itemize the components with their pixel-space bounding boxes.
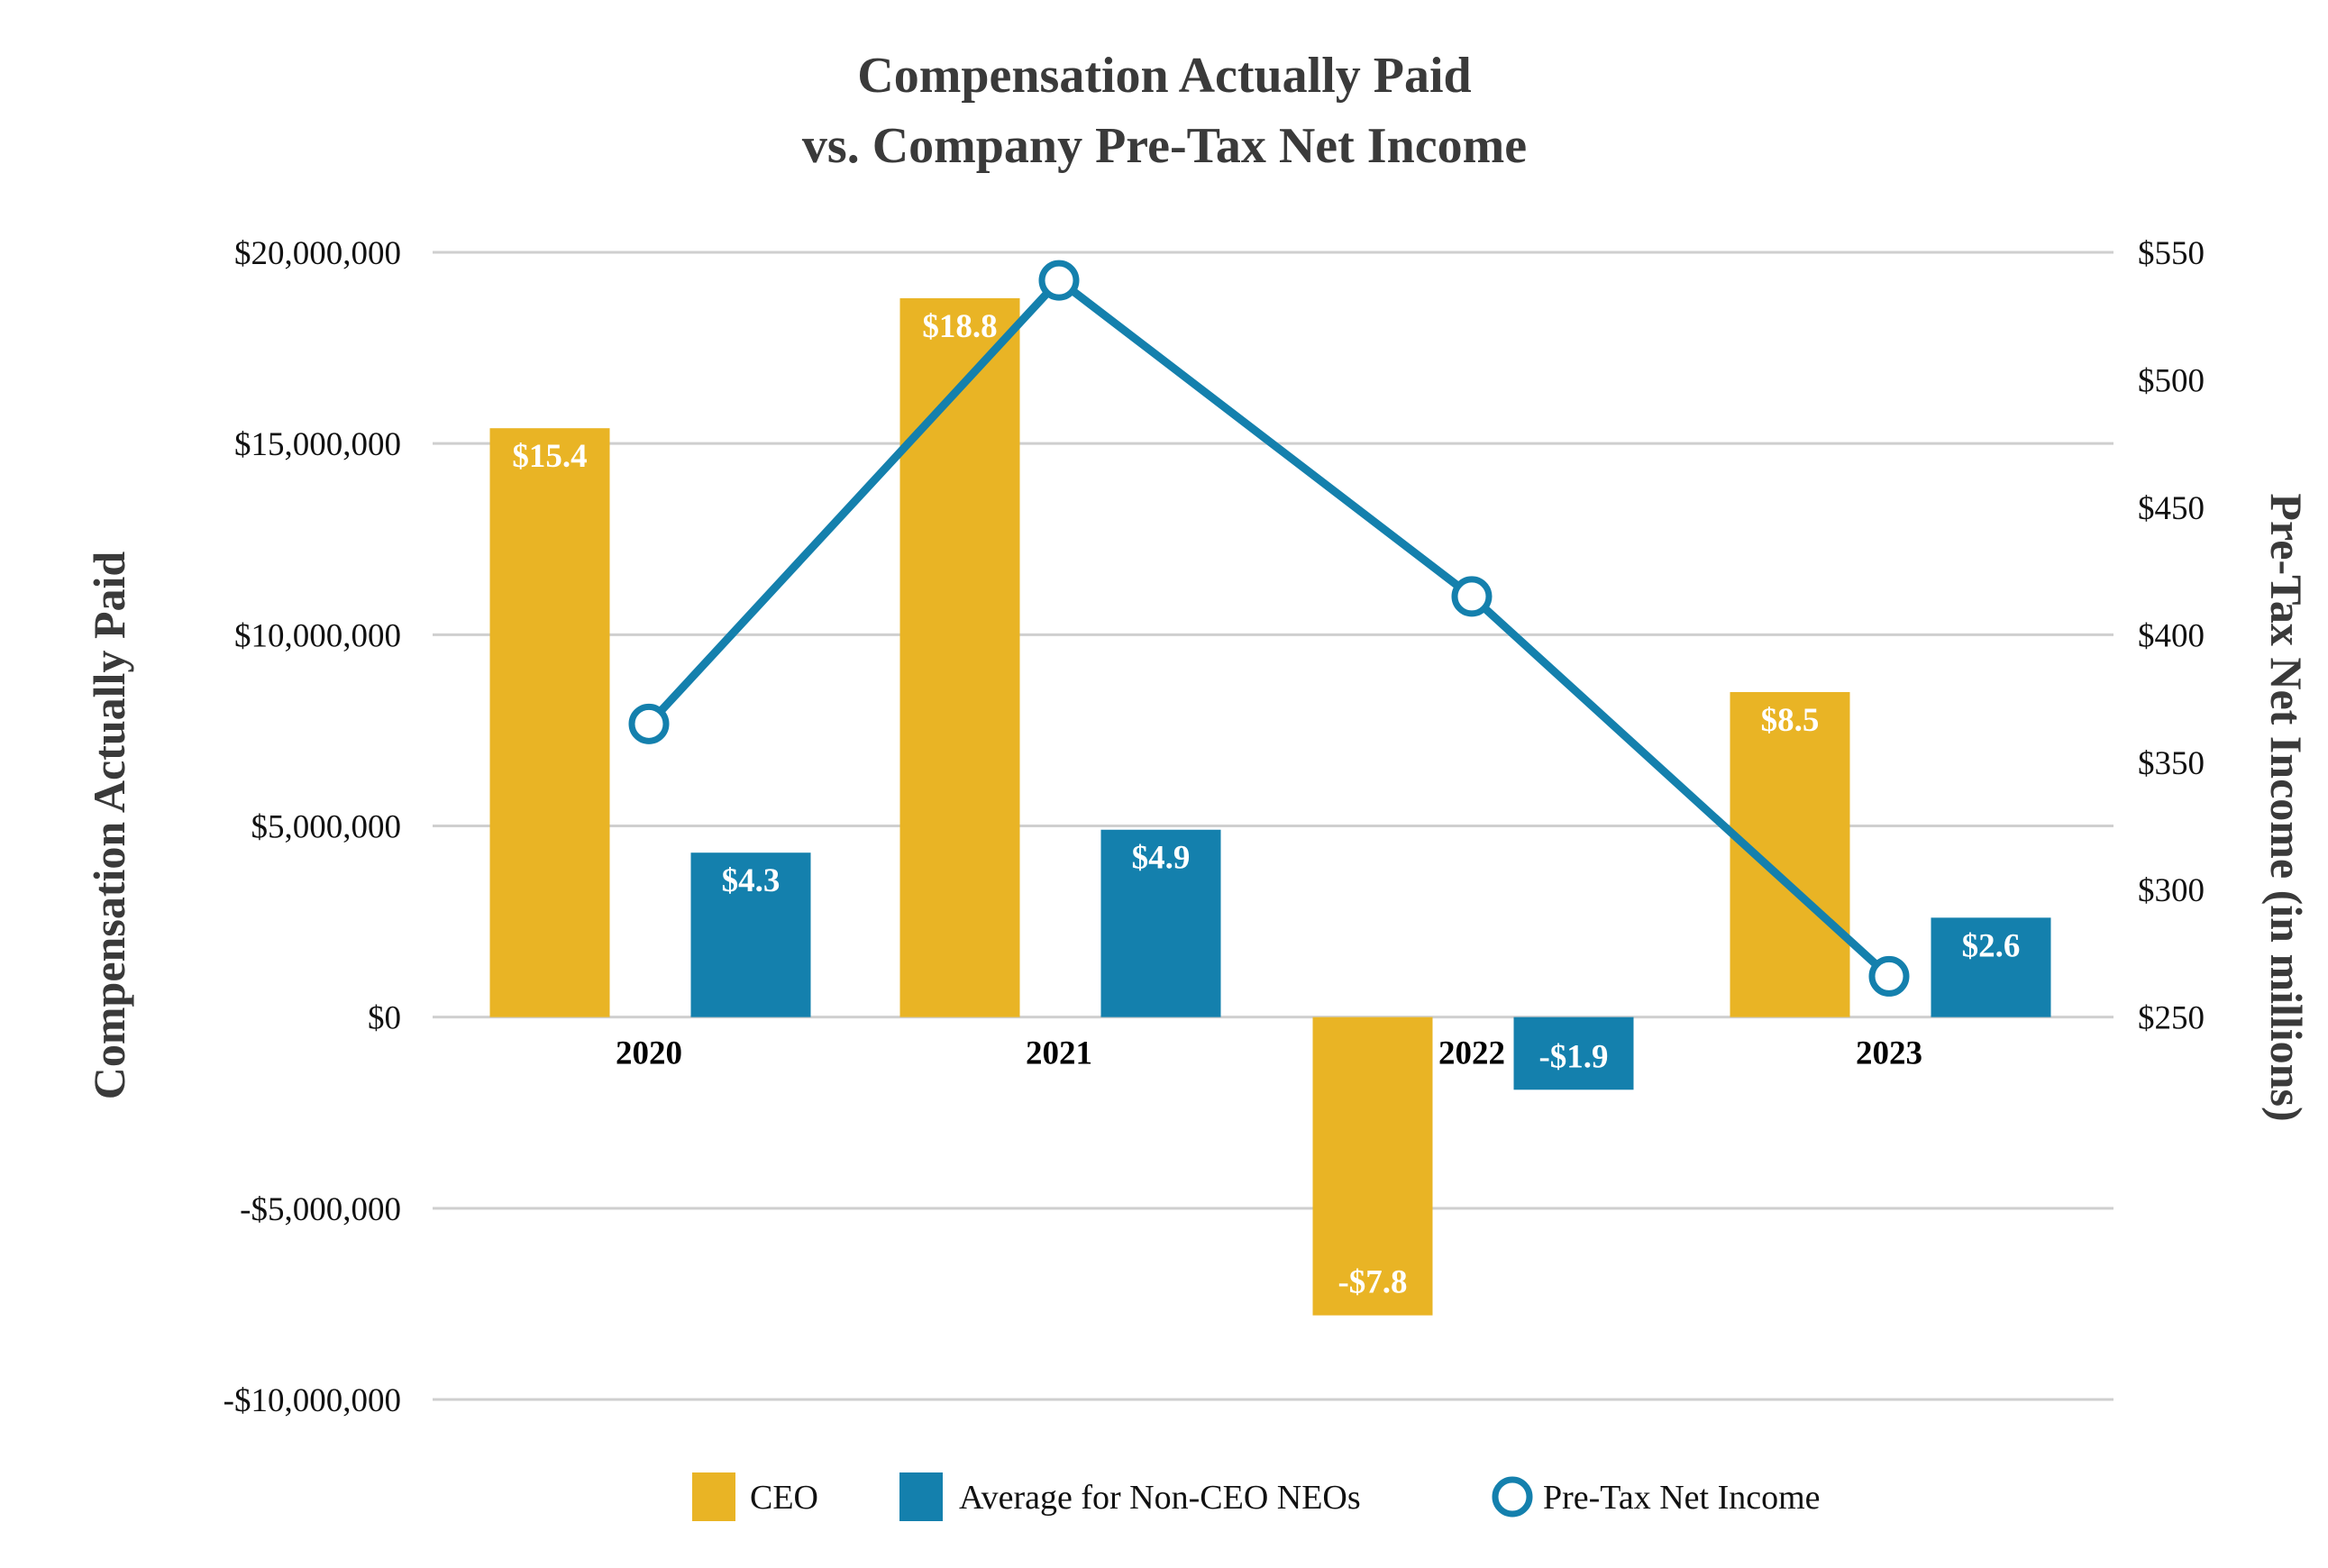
right-tick-label: $500 <box>2138 362 2205 399</box>
right-tick-label: $300 <box>2138 872 2205 909</box>
line-point-2021 <box>1038 260 1080 301</box>
legend-swatch-ceo <box>692 1472 735 1521</box>
bar-ceo-2021 <box>899 297 1020 1017</box>
data-label: $4.9 <box>1132 840 1191 877</box>
legend-marker-income <box>1492 1476 1533 1518</box>
line-point-2020 <box>628 703 670 744</box>
category-labels: 2020 2021 2022 2023 <box>616 1035 1922 1072</box>
bar-ceo-2020 <box>489 428 610 1017</box>
left-axis-ticks: $20,000,000 $15,000,000 $10,000,000 $5,000,… <box>224 235 401 1419</box>
right-axis-ticks: $550 $500 $450 $400 $350 $300 $250 <box>2138 235 2205 1037</box>
legend: CEO Average for Non-CEO NEOs Pre-Tax Net I… <box>692 1472 1821 1521</box>
right-tick-label: $450 <box>2138 490 2205 527</box>
right-tick-label: $550 <box>2138 235 2205 272</box>
left-tick-label: -$10,000,000 <box>224 1382 401 1419</box>
data-label: $15.4 <box>512 438 587 475</box>
left-tick-label: $0 <box>368 1000 401 1037</box>
bars: $15.4 $18.8 -$7.8 $8.5 $4.3 $4.9 -$1.9 $2.6 <box>489 297 2051 1316</box>
category-label: 2021 <box>1026 1035 1092 1072</box>
category-label: 2023 <box>1856 1035 1922 1072</box>
data-label: $8.5 <box>1761 702 1820 739</box>
chart-title-line-1: Compensation Actually Paid <box>857 48 1471 104</box>
left-tick-label: $5,000,000 <box>251 809 402 846</box>
line-series <box>628 260 1910 997</box>
right-tick-label: $350 <box>2138 745 2205 782</box>
data-label: -$7.8 <box>1337 1264 1407 1301</box>
category-label: 2022 <box>1438 1035 1505 1072</box>
bar-neo-2020 <box>690 852 811 1017</box>
data-label: -$1.9 <box>1538 1038 1608 1075</box>
legend-label-ceo: CEO <box>750 1479 818 1517</box>
category-label: 2020 <box>616 1035 682 1072</box>
legend-label-neo: Average for Non-CEO NEOs <box>959 1479 1361 1517</box>
right-tick-label: $250 <box>2138 1000 2205 1037</box>
bar-ceo-2023 <box>1730 691 1850 1017</box>
data-label: $4.3 <box>722 862 781 899</box>
bar-neo-2023 <box>1931 917 2051 1017</box>
line-point-2023 <box>1868 955 1910 997</box>
left-tick-label: $20,000,000 <box>234 235 401 272</box>
legend-label-income: Pre-Tax Net Income <box>1543 1479 1821 1517</box>
right-axis-title: Pre-Tax Net Income (in millions) <box>2261 493 2312 1121</box>
gridlines <box>433 251 2113 1401</box>
data-label: $2.6 <box>1962 927 2021 964</box>
data-label: $18.8 <box>922 308 997 345</box>
bar-neo-2021 <box>1100 829 1221 1017</box>
line-pre-tax-net-income <box>645 276 1893 980</box>
left-tick-label: $15,000,000 <box>234 426 401 463</box>
legend-swatch-neo <box>899 1472 943 1521</box>
left-axis-title: Compensation Actually Paid <box>84 552 134 1100</box>
left-tick-label: -$5,000,000 <box>240 1191 401 1228</box>
line-point-2022 <box>1451 576 1493 617</box>
bar-ceo-2022 <box>1312 1016 1433 1316</box>
bar-neo-2022 <box>1513 1016 1634 1090</box>
chart-title-line-2: vs. Company Pre-Tax Net Income <box>802 118 1527 174</box>
right-tick-label: $400 <box>2138 617 2205 654</box>
left-tick-label: $10,000,000 <box>234 617 401 654</box>
